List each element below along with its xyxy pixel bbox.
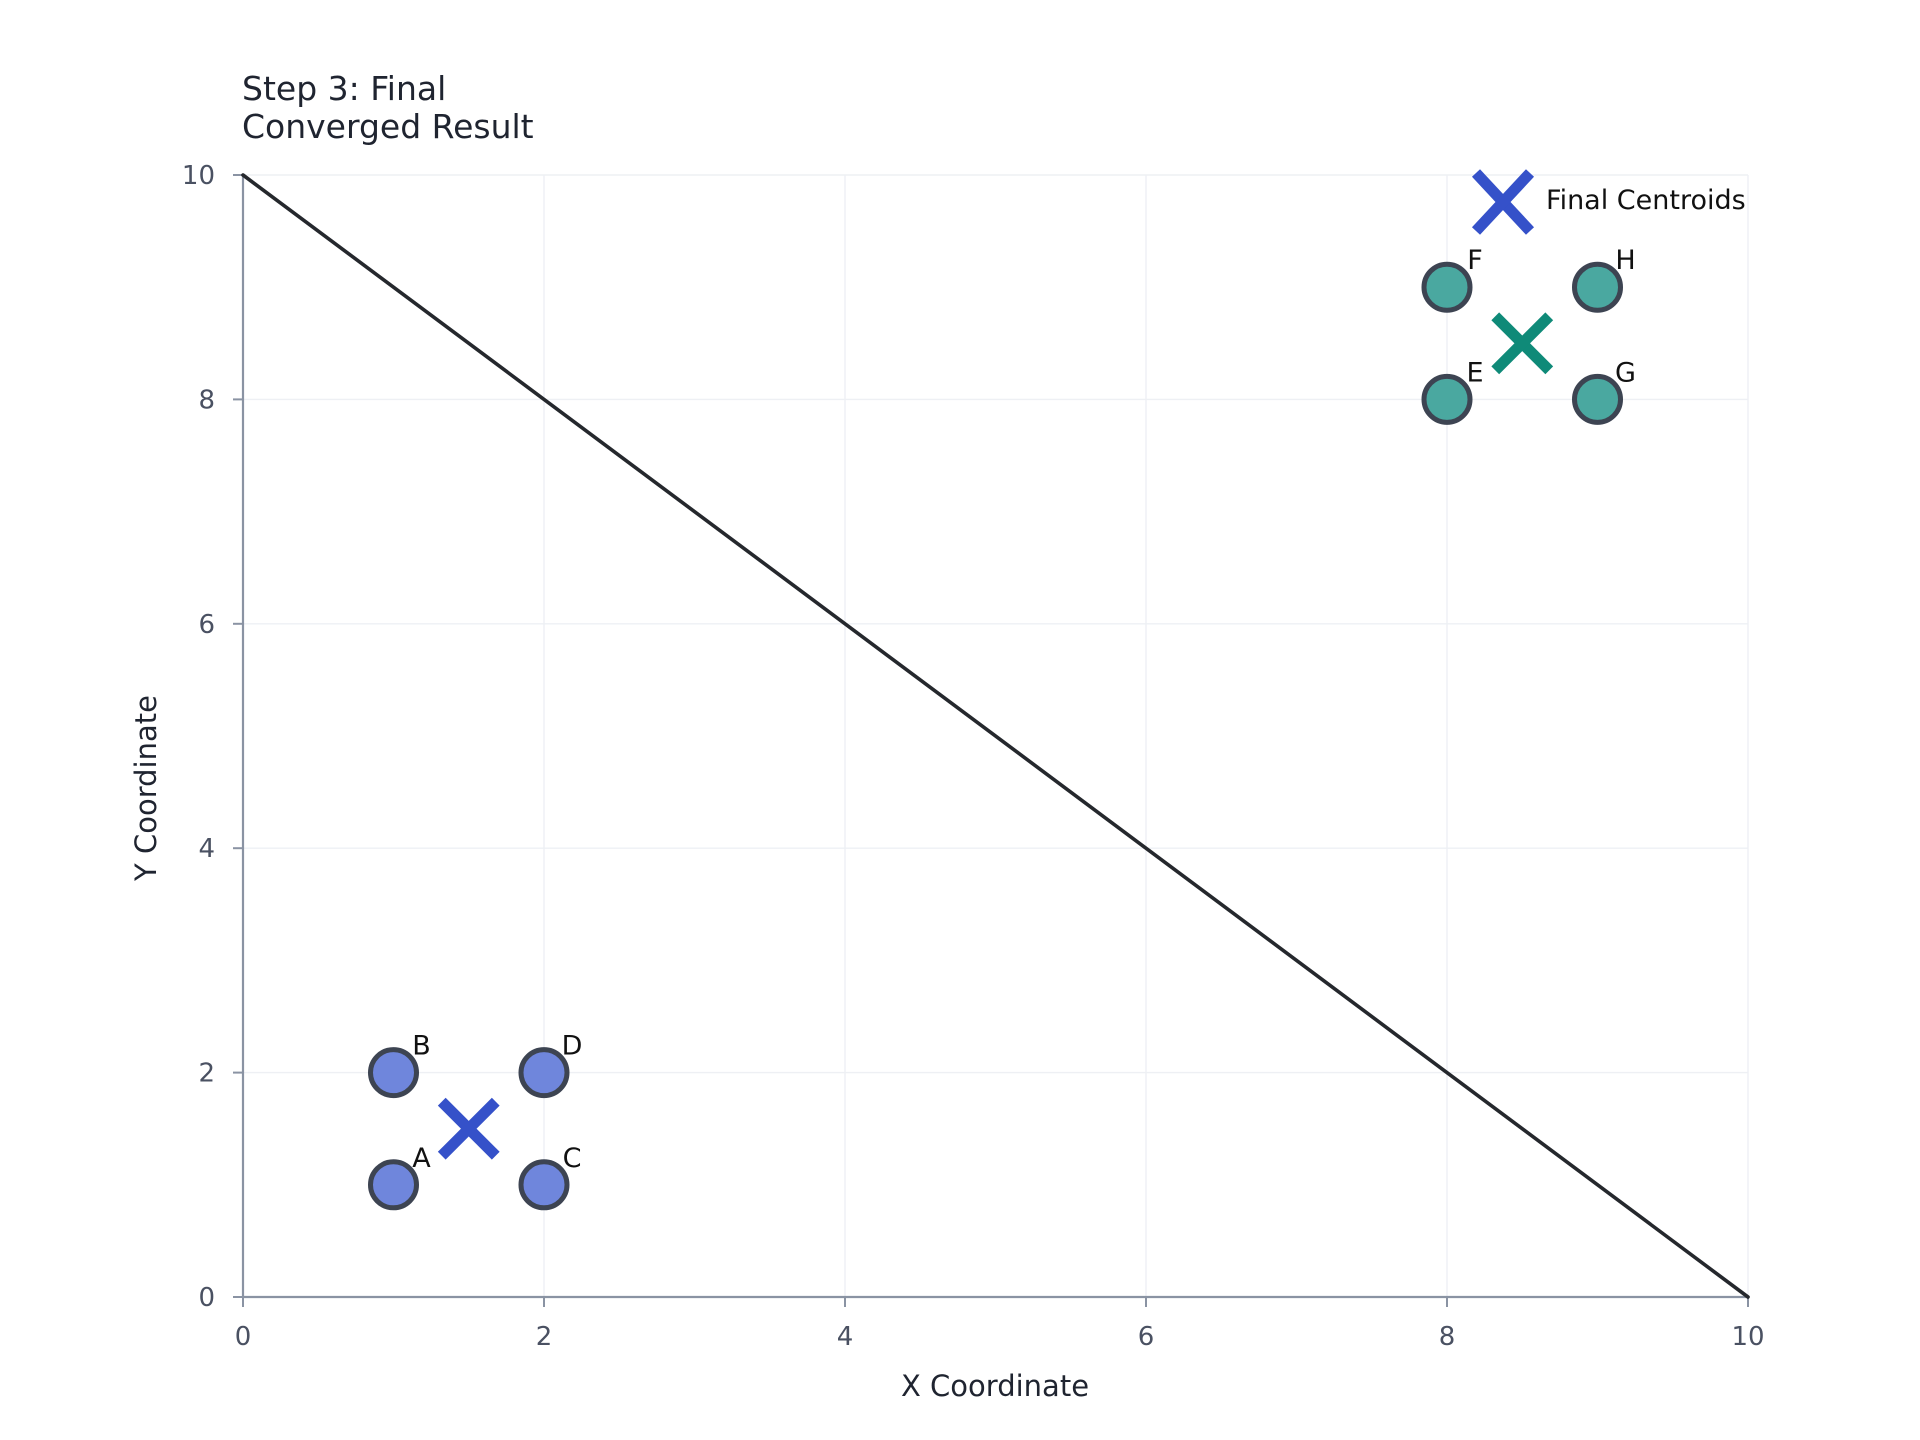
point-label-B: B [412,1031,431,1062]
chart-title-line-1: Step 3: Final [242,69,446,108]
x-tick-label-3: 6 [1138,1322,1155,1352]
points-layer [368,261,1623,1211]
y-tick-label-2: 4 [198,834,215,864]
y-axis-label: Y Coordinate [129,695,163,882]
point-E [1421,373,1473,425]
axes-layer: 0 2 4 6 8 10 0 2 4 6 8 10 [182,161,1765,1352]
y-tick-label-3: 6 [198,610,215,640]
point-F [1421,261,1473,313]
point-B [368,1047,419,1099]
point-A [368,1159,419,1211]
x-tick-label-5: 10 [1731,1322,1764,1352]
point-label-C: C [563,1143,582,1174]
x-tick-label-1: 2 [536,1322,553,1352]
chart-title-line-2: Converged Result [242,107,534,146]
point-label-F: F [1467,245,1483,276]
line-layer [241,173,1750,1299]
x-tick-label-2: 4 [837,1322,854,1352]
point-label-E: E [1466,357,1483,388]
point-label-D: D [562,1031,583,1062]
point-G [1572,373,1623,425]
point-label-H: H [1615,245,1635,276]
point-D [518,1047,570,1099]
legend: Final Centroids [1471,169,1746,235]
centroid-marker-cluster-1 [437,1097,500,1160]
y-tick-label-5: 10 [182,161,215,191]
x-axis-label: X Coordinate [901,1369,1089,1403]
legend-centroid-marker-stroke-2 [1471,169,1535,235]
boundary-line [241,173,1750,1299]
point-label-G: G [1615,357,1636,388]
point-C [518,1159,570,1211]
point-label-A: A [412,1143,431,1174]
labels-layer: A B C D E F G H [412,245,1636,1174]
centroids-layer [437,312,1554,1160]
centroid-stroke-b-1 [437,1097,500,1160]
centroid-marker-cluster-2 [1491,312,1554,375]
point-H [1572,261,1623,313]
legend-label: Final Centroids [1546,185,1746,216]
y-tick-label-1: 2 [198,1059,215,1089]
centroid-stroke-b-2 [1491,312,1554,375]
x-tick-label-4: 8 [1439,1322,1456,1352]
x-tick-label-0: 0 [235,1322,252,1352]
y-tick-label-0: 0 [198,1283,215,1313]
y-tick-label-4: 8 [198,385,215,415]
